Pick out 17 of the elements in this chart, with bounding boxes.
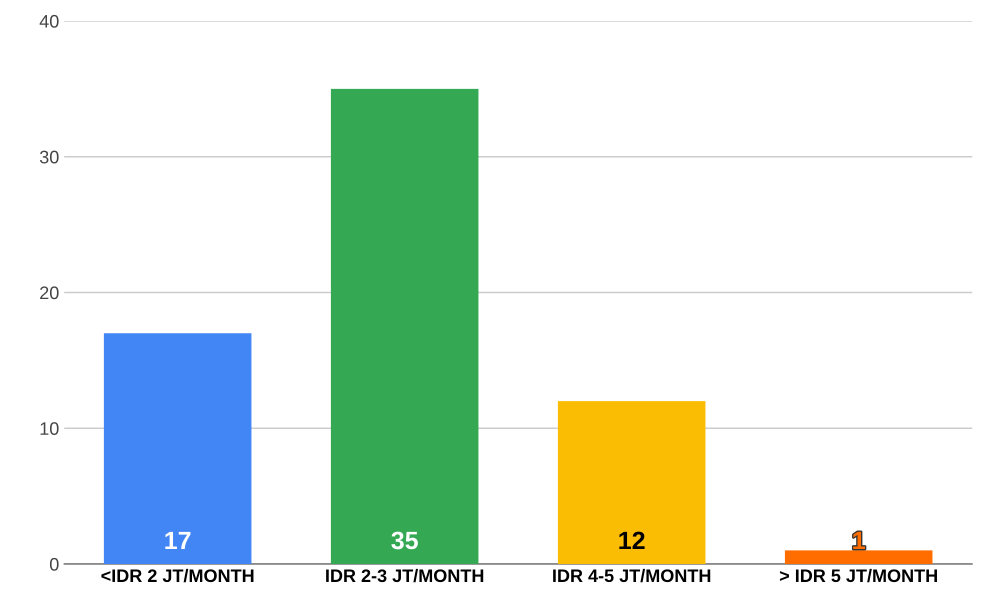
x-tick-label: IDR 2-3 JT/MONTH	[326, 568, 484, 582]
data-label: 12	[619, 532, 645, 550]
data-label: 1	[853, 532, 865, 550]
data-label: 35	[391, 532, 418, 550]
y-tick-label: 0	[50, 558, 59, 571]
bar	[104, 333, 252, 564]
x-tick-label: IDR 4-5 JT/MONTH	[553, 568, 710, 582]
x-tick-label: > IDR 5 JT/MONTH	[780, 568, 937, 582]
bar	[330, 88, 478, 564]
y-tick-label: 20	[40, 286, 59, 300]
y-tick-label: 30	[40, 150, 59, 164]
y-tick-label: 10	[40, 422, 59, 435]
bar	[784, 550, 932, 564]
x-tick-label: <IDR 2 JT/MONTH	[101, 568, 254, 582]
y-tick-label: 40	[40, 14, 59, 28]
bar	[558, 401, 706, 564]
data-label: 17	[165, 532, 190, 550]
